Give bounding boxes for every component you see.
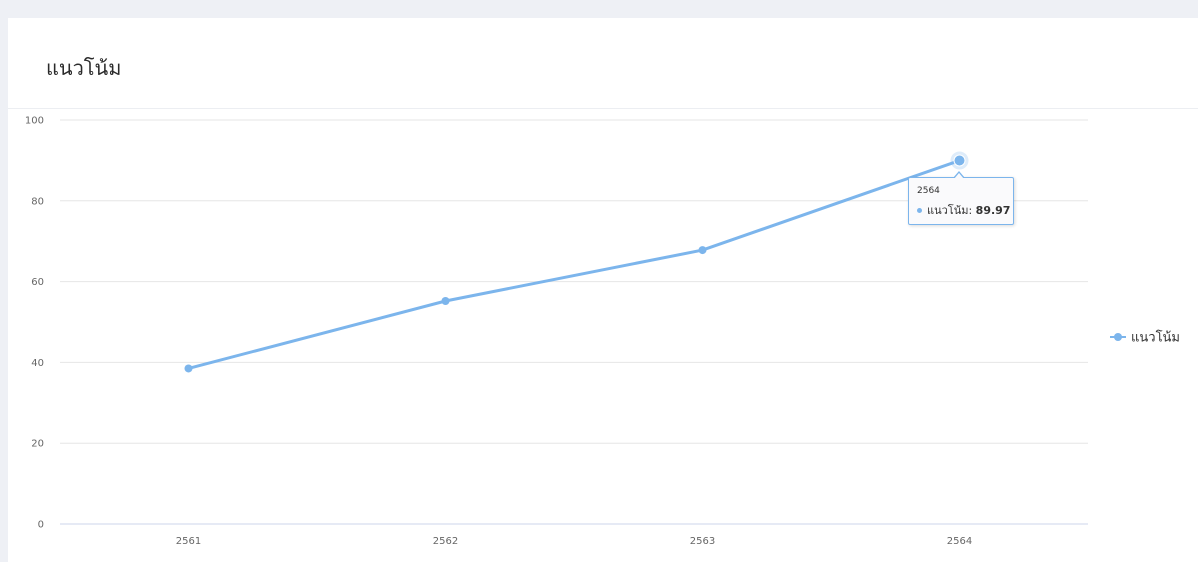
tooltip-body: แนวโน้ม: 89.97 xyxy=(917,201,1010,219)
y-tick-label-80: 80 xyxy=(31,196,44,207)
series-layer xyxy=(184,151,969,373)
y-tick-label-0: 0 xyxy=(38,520,44,531)
card-header: แนวโน้ม xyxy=(8,18,1198,109)
tooltip-series-label: แนวโน้ม: xyxy=(927,204,973,217)
card-title: แนวโน้ม xyxy=(46,56,122,80)
legend-item-label[interactable]: แนวโน้ม xyxy=(1131,330,1180,346)
x-tick-label-2563: 2563 xyxy=(690,536,715,547)
data-point-2563[interactable] xyxy=(698,246,707,255)
tooltip-header: 2564 xyxy=(917,186,940,196)
data-tooltip: 2564 แนวโน้ม: 89.97 xyxy=(908,171,1014,225)
chart-card: แนวโน้ม xyxy=(8,18,1198,562)
y-tick-label-60: 60 xyxy=(31,277,44,288)
data-point-2564[interactable] xyxy=(953,154,966,167)
x-tick-label-2562: 2562 xyxy=(433,536,458,547)
y-axis-tick-labels: 0 20 40 60 80 100 xyxy=(25,116,44,531)
legend-marker-icon xyxy=(1114,333,1122,341)
y-tick-label-100: 100 xyxy=(25,116,44,127)
series-line xyxy=(187,159,961,370)
x-axis-tick-labels: 2561 2562 2563 2564 xyxy=(176,536,972,547)
x-tick-label-2564: 2564 xyxy=(947,536,972,547)
x-tick-label-2561: 2561 xyxy=(176,536,201,547)
y-tick-label-20: 20 xyxy=(31,439,44,450)
legend[interactable]: แนวโน้ม xyxy=(1110,330,1180,346)
tooltip-series-dot-icon xyxy=(917,207,922,213)
data-point-2562[interactable] xyxy=(441,296,450,305)
data-point-2561[interactable] xyxy=(184,364,193,373)
tooltip-value: 89.97 xyxy=(975,204,1011,217)
y-tick-label-40: 40 xyxy=(31,358,44,369)
